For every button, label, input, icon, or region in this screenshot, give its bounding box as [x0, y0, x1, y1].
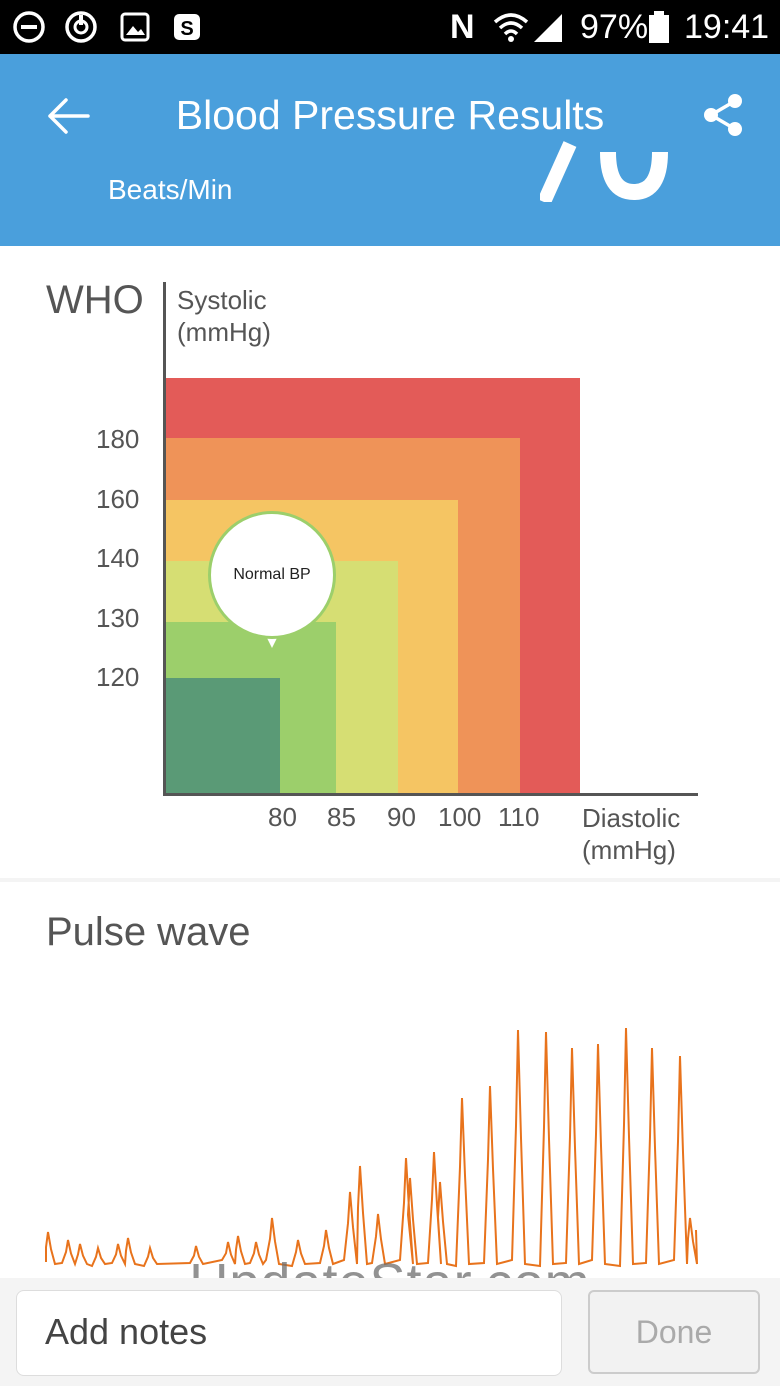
- app-bar: Blood Pressure Results Beats/Min: [0, 54, 780, 246]
- x-axis: [163, 793, 698, 796]
- clock: 19:41: [684, 8, 770, 46]
- x-axis-label: Diastolic (mmHg): [582, 802, 680, 866]
- normal-bp-bubble: Normal BP: [208, 511, 336, 639]
- x-tick-100: 100: [438, 802, 482, 832]
- svg-text:S: S: [180, 18, 193, 40]
- x-tick-90: 90: [387, 802, 416, 832]
- y-tick-140: 140: [96, 543, 140, 573]
- status-bar: S N 97% 19:41: [0, 0, 780, 54]
- arrow-left-icon[interactable]: [46, 96, 92, 136]
- page-title: Blood Pressure Results: [175, 92, 605, 138]
- beats-label: Beats/Min: [108, 174, 233, 205]
- y-tick-130: 130: [96, 603, 140, 633]
- dnd-icon: [13, 11, 45, 43]
- share-icon[interactable]: [700, 92, 746, 138]
- x-axis-label-line2: (mmHg): [582, 835, 676, 865]
- sync-icon: [65, 11, 97, 43]
- s-app-icon: S: [174, 14, 200, 40]
- nfc-icon: N: [450, 8, 475, 46]
- x-tick-85: 85: [327, 802, 356, 832]
- y-axis-label: Systolic (mmHg): [177, 284, 271, 348]
- pulse-wave-title: Pulse wave: [46, 910, 251, 954]
- wifi-icon: [493, 13, 529, 42]
- y-axis-label-line1: Systolic: [177, 285, 267, 315]
- y-tick-120: 120: [96, 662, 140, 692]
- x-tick-80: 80: [268, 802, 297, 832]
- y-tick-180: 180: [96, 424, 140, 454]
- bubble-label: Normal BP: [233, 566, 311, 583]
- bottom-bar: Add notes Done: [0, 1278, 780, 1386]
- x-tick-110: 110: [498, 802, 540, 832]
- pulse-wave-graph: [45, 1027, 698, 1268]
- who-chart-card: WHO Systolic (mmHg) 180 160 140 130 120 …: [0, 246, 780, 878]
- x-axis-label-line1: Diastolic: [582, 803, 681, 833]
- y-axis-label-line2: (mmHg): [177, 317, 271, 347]
- y-axis: [163, 282, 166, 796]
- y-tick-160: 160: [96, 484, 140, 514]
- signal-icon: [534, 14, 562, 42]
- gallery-icon: [120, 12, 150, 42]
- heart-rate-value-partial: [540, 141, 668, 202]
- battery-icon: [649, 11, 669, 43]
- zone-optimal: [166, 678, 280, 794]
- done-button[interactable]: Done: [588, 1290, 760, 1374]
- pulse-wave-line: [45, 1027, 698, 1268]
- battery-percent: 97%: [580, 8, 649, 46]
- add-notes-field[interactable]: Add notes: [16, 1290, 562, 1376]
- who-title: WHO: [46, 278, 144, 322]
